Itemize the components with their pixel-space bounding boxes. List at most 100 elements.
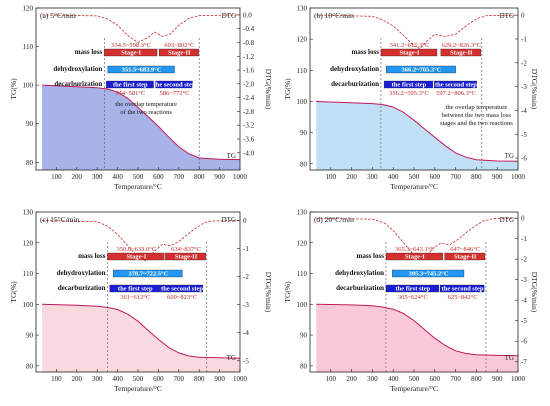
stage-bar-label: Stage-II xyxy=(175,254,198,261)
y2-tick-label: -4.0 xyxy=(243,149,255,157)
stage-bar-label: the second step xyxy=(442,286,484,293)
x-tick-label: 500 xyxy=(409,375,420,383)
row-label-dehyd: dehydroxylation xyxy=(57,269,106,277)
y2-tick-label: -7 xyxy=(521,358,527,366)
row-label-mass: mass loss xyxy=(357,252,385,260)
y2-tick-label: -1 xyxy=(521,235,527,243)
y2-tick-label: -2.4 xyxy=(243,94,255,102)
panel-title: (c) 15°C/min xyxy=(40,215,80,224)
y-tick-label: 100 xyxy=(23,301,34,309)
x-tick-label: 900 xyxy=(214,173,225,181)
stage-bar-label: 351.5~683.9°C xyxy=(122,67,162,74)
y2-tick-label: -4 xyxy=(521,297,527,305)
tg-label: TG xyxy=(227,152,236,160)
y2-axis-label: DTG(%/min) xyxy=(530,69,539,110)
dtg-line xyxy=(316,14,519,49)
y2-tick-label: -3 xyxy=(521,276,527,284)
dtg-line xyxy=(316,217,519,260)
stage-bar xyxy=(113,269,183,278)
y2-tick-label: -3 xyxy=(243,301,249,309)
x-tick-label: 600 xyxy=(430,375,441,383)
y-axis-label: TG(%) xyxy=(283,78,292,100)
tg-line xyxy=(316,101,519,162)
y-axis-label: TG(%) xyxy=(283,281,292,303)
stage-range-label: 603~802°C xyxy=(164,42,194,49)
overlap-note: the overlap temperature xyxy=(446,104,508,111)
stage-bar-label: Stage-I xyxy=(400,50,420,57)
stage-bar xyxy=(444,252,486,261)
x-tick-label: 800 xyxy=(471,375,482,383)
x-axis-label: Temperature/°C xyxy=(114,384,162,393)
y2-tick-label: 0 xyxy=(243,217,247,225)
y-tick-label: 80 xyxy=(300,160,308,168)
x-tick-label: 300 xyxy=(367,173,378,181)
overlap-note: between the two mass loss xyxy=(442,112,511,119)
x-axis-label: Temperature/°C xyxy=(114,182,162,191)
tg-area xyxy=(316,304,518,372)
stage-range-label: 365.3~643.1°C xyxy=(395,246,435,253)
y2-tick-label: -1 xyxy=(243,245,249,253)
panel-c: 100 200 300 400 500 600 700 800 900 1000 80 90 100 11… xyxy=(9,209,273,394)
stage-range-label: 361~612°C xyxy=(120,294,150,301)
y-tick-label: 90 xyxy=(300,332,308,340)
y-axis-label: TG(%) xyxy=(9,78,18,100)
y-tick-label: 110 xyxy=(23,270,34,278)
row-label-dehyd: dehydroxylation xyxy=(335,269,384,277)
stage-range-label: 365~624°C xyxy=(398,294,428,301)
row-label-decarb: decarburization xyxy=(336,284,384,292)
dtg-label: DTG xyxy=(222,216,236,224)
stage-range-label: 334.5~598.3°C xyxy=(111,42,151,49)
stage-range-label: 344~581°C xyxy=(115,90,145,97)
x-tick-label: 1000 xyxy=(511,375,526,383)
x-tick-label: 300 xyxy=(92,173,103,181)
panel-title: (a) 5°C/min xyxy=(40,11,76,20)
stage-bar xyxy=(440,48,482,57)
x-tick-label: 900 xyxy=(214,375,225,383)
y2-tick-label: 0 xyxy=(521,215,525,223)
x-tick-label: 100 xyxy=(51,375,62,383)
stage-bar-label: the second step xyxy=(154,82,196,89)
tg-line xyxy=(42,84,241,161)
stage-range-label: 350.6~633.0°C xyxy=(116,246,156,253)
stage-bar-label: the second step xyxy=(161,286,203,293)
stage-range-label: 597.2~806.3°C xyxy=(436,90,476,97)
x-tick-label: 700 xyxy=(450,173,461,181)
y2-tick-label: -5 xyxy=(521,131,527,139)
y2-tick-label: -3.2 xyxy=(243,122,255,130)
stage-bar xyxy=(386,65,456,74)
x-tick-label: 700 xyxy=(450,375,461,383)
stage-bar xyxy=(158,48,199,57)
stage-bar-label: the first step xyxy=(392,82,427,89)
x-tick-label: 100 xyxy=(51,173,62,181)
row-label-decarb: decarburization xyxy=(331,80,379,88)
y-tick-label: 120 xyxy=(23,5,34,13)
y-tick-label: 80 xyxy=(26,159,34,167)
y-tick-label: 80 xyxy=(26,362,34,370)
y2-tick-label: -2 xyxy=(243,273,249,281)
y2-tick-label: -1 xyxy=(521,35,527,43)
y-tick-label: 110 xyxy=(297,270,308,278)
stage-bar-label: Stage-I xyxy=(405,254,425,261)
stage-range-label: 586~772°C xyxy=(160,90,190,97)
stage-bar xyxy=(385,284,439,293)
x-tick-label: 100 xyxy=(326,173,337,181)
y-tick-label: 90 xyxy=(26,332,34,340)
y2-tick-label: -2 xyxy=(521,59,527,67)
stage-bar xyxy=(380,48,438,57)
stage-range-label: 609~823°C xyxy=(167,294,197,301)
stage-bar-label: 366.2~705.3°C xyxy=(401,67,441,74)
tg-label: TG xyxy=(505,152,514,160)
y-tick-label: 130 xyxy=(297,5,308,13)
row-label-decarb: decarburization xyxy=(54,80,102,88)
dtg-label: DTG xyxy=(500,216,514,224)
stage-bar-label: the first step xyxy=(118,286,153,293)
y-tick-label: 120 xyxy=(23,239,34,247)
x-tick-label: 1000 xyxy=(233,173,248,181)
overlap-note: of the two reactions xyxy=(120,109,172,116)
stage-bar xyxy=(383,80,433,89)
row-label-dehyd: dehydroxylation xyxy=(330,65,379,73)
y2-tick-label: -3.6 xyxy=(243,135,255,143)
y-axis-label: TG(%) xyxy=(9,281,18,303)
tg-label: TG xyxy=(227,354,236,362)
